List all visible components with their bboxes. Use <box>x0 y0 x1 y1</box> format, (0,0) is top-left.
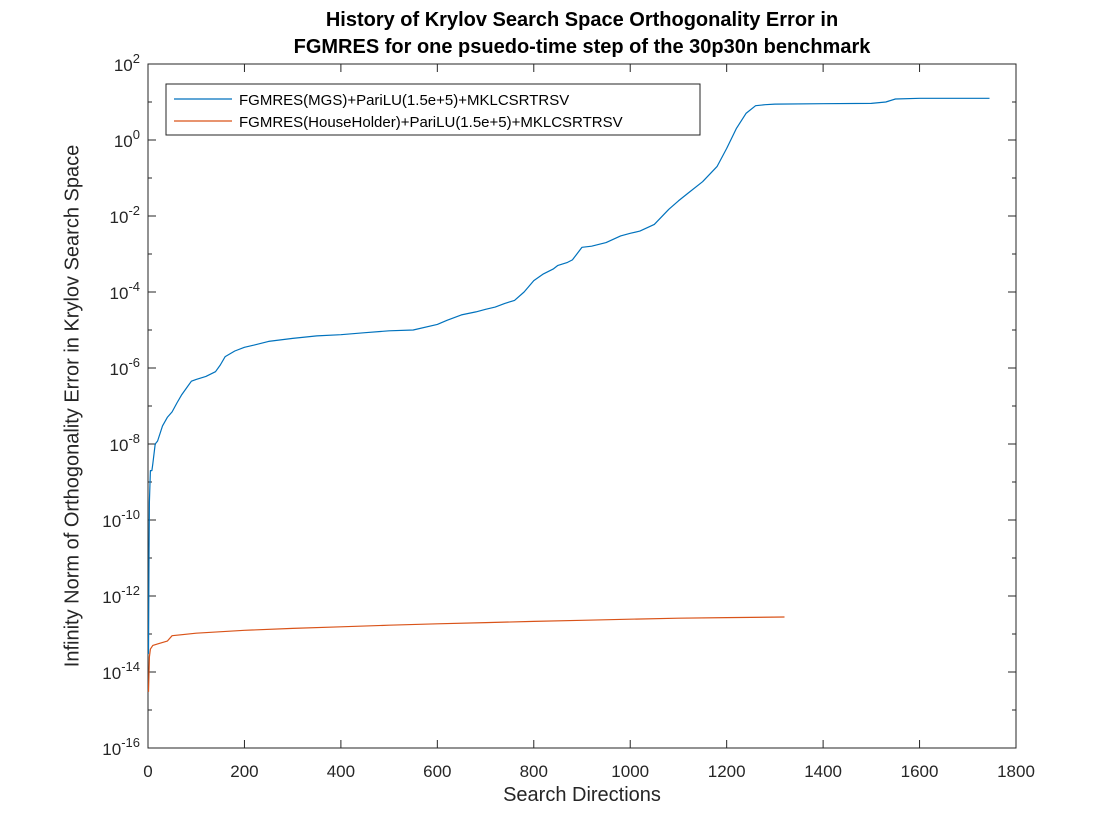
series-line-1 <box>147 97 990 654</box>
legend-box <box>165 83 701 136</box>
y-tick-label: 10-14 <box>102 659 140 683</box>
x-tick-label: 1200 <box>708 762 746 781</box>
x-tick-label: 1800 <box>997 762 1035 781</box>
x-tick-label: 0 <box>143 762 152 781</box>
y-tick-label: 10-6 <box>110 355 140 379</box>
plot-box <box>147 63 1017 749</box>
y-axis-label: Infinity Norm of Orthogonality Error in … <box>61 144 84 668</box>
x-axis-label: Search Directions <box>503 784 661 806</box>
axis-ticks: 0 200 400 600 800 1000 1200 1400 1600 1800 10-16 10… <box>102 51 1035 781</box>
y-tick-label: 10-16 <box>102 735 140 759</box>
x-tick-label: 1000 <box>611 762 649 781</box>
axes-frame <box>147 63 1017 749</box>
series-line-2 <box>147 616 785 692</box>
legend-label-2: FGMRES(HouseHolder)+PariLU(1.5e+5)+MKLCS… <box>239 114 623 131</box>
x-tick-label: 800 <box>520 762 548 781</box>
y-tick-label: 100 <box>114 127 140 151</box>
y-tick-label: 102 <box>114 51 140 75</box>
legend: FGMRES(MGS)+PariLU(1.5e+5)+MKLCSRTRSV FGM… <box>165 83 701 136</box>
series-layer <box>147 97 990 692</box>
y-tick-label: 10-10 <box>102 507 140 531</box>
x-tick-label: 400 <box>327 762 355 781</box>
x-tick-label: 1400 <box>804 762 842 781</box>
x-tick-label: 200 <box>230 762 258 781</box>
legend-label-1: FGMRES(MGS)+PariLU(1.5e+5)+MKLCSRTRSV <box>239 92 569 109</box>
x-tick-label: 600 <box>423 762 451 781</box>
y-tick-label: 10-8 <box>110 431 140 455</box>
x-tick-label: 1600 <box>901 762 939 781</box>
chart-title-line-1: History of Krylov Search Space Orthogona… <box>325 9 839 31</box>
y-tick-label: 10-4 <box>110 279 140 303</box>
y-tick-label: 10-12 <box>102 583 140 607</box>
y-tick-label: 10-2 <box>110 203 140 227</box>
chart-title-line-2: FGMRES for one psuedo-time step of the 3… <box>293 36 871 58</box>
